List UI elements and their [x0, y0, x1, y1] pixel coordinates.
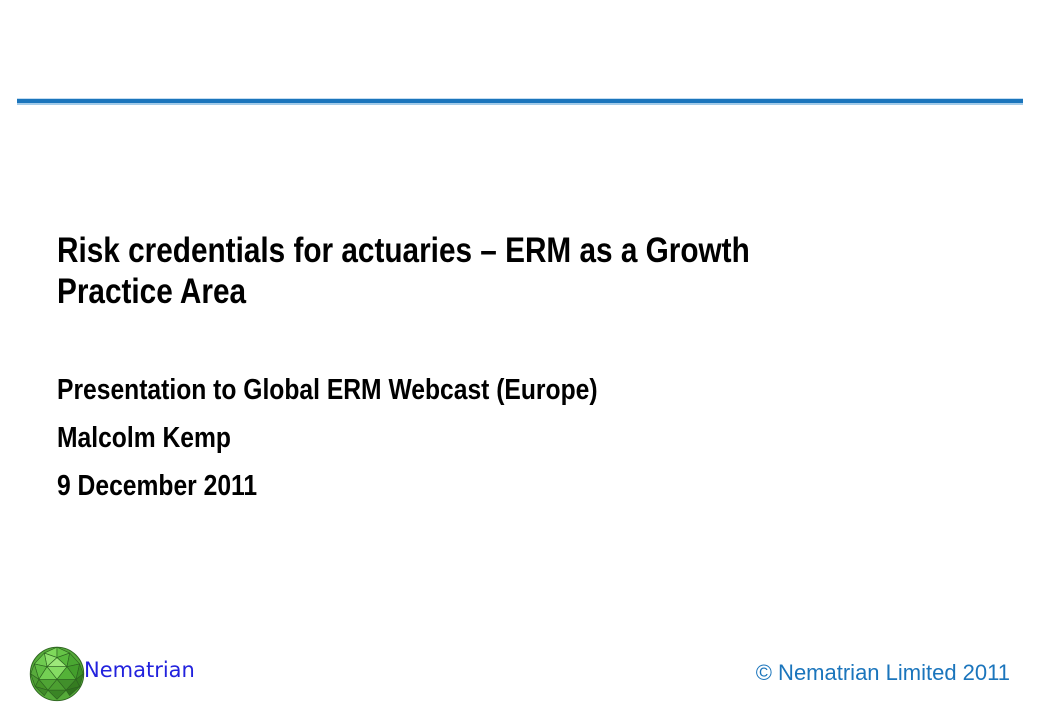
subtitle-date: 9 December 2011	[57, 470, 258, 502]
nematrian-logo-label: Nematrian	[84, 658, 195, 682]
page-title-line-2: Practice Area	[57, 272, 247, 311]
copyright-text: © Nematrian Limited 2011	[755, 660, 1010, 685]
subtitle-block: Presentation to Global ERM Webcast (Euro…	[57, 366, 693, 510]
subtitle-author: Malcolm Kemp	[57, 422, 231, 454]
page-title-line-1: Risk credentials for actuaries – ERM as …	[57, 231, 750, 270]
page-title: Risk credentials for actuaries – ERM as …	[57, 230, 872, 312]
subtitle-presentation: Presentation to Global ERM Webcast (Euro…	[57, 374, 598, 406]
nematrian-polyhedron-icon	[29, 646, 85, 702]
title-divider-line	[17, 98, 1023, 105]
